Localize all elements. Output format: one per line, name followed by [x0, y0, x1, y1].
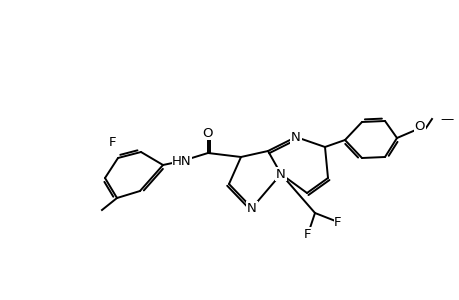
Text: N: N	[291, 130, 300, 143]
Text: —: —	[439, 113, 452, 127]
Text: N: N	[275, 167, 285, 181]
Text: O: O	[202, 127, 213, 140]
Text: F: F	[303, 227, 311, 241]
Text: F: F	[334, 215, 341, 229]
Text: N: N	[246, 202, 256, 214]
Text: HN: HN	[172, 154, 191, 167]
Text: F: F	[109, 136, 117, 148]
Text: O: O	[414, 119, 424, 133]
